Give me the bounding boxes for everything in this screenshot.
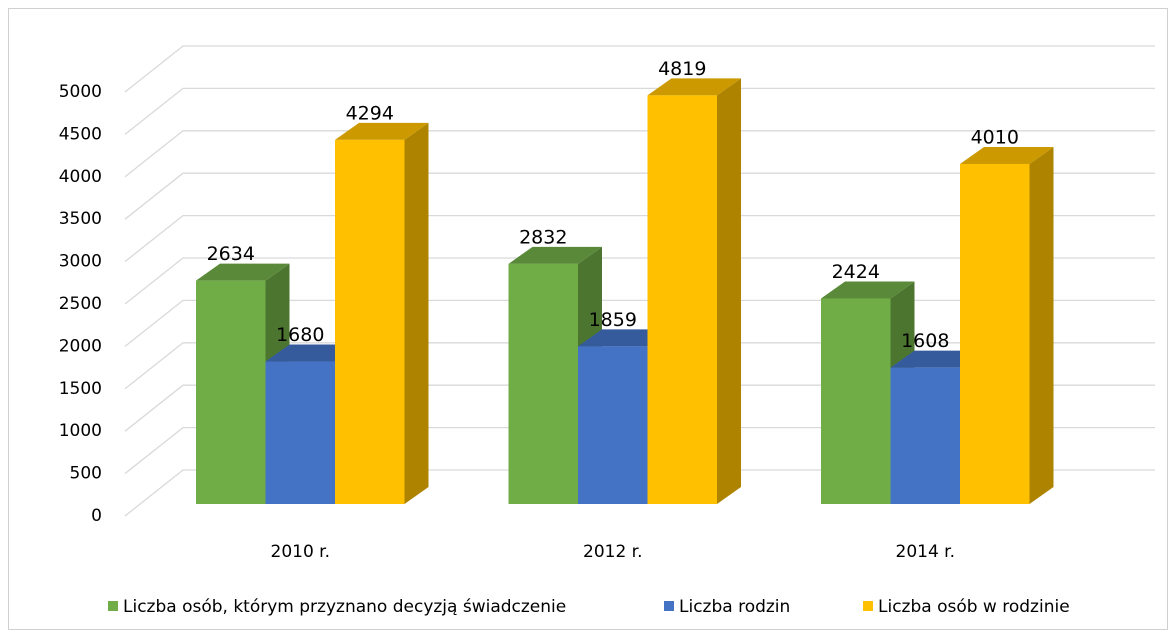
y-tick-label: 0 (91, 506, 102, 526)
bar-side (1029, 146, 1054, 504)
legend-label: Liczba rodzin (679, 597, 790, 617)
bar (890, 367, 960, 504)
bar (508, 263, 578, 504)
bar (335, 139, 405, 504)
y-tick-label: 1500 (59, 379, 102, 399)
bar (265, 361, 335, 504)
y-tick-label: 3500 (59, 209, 102, 229)
bar-top (196, 263, 290, 281)
y-tick-label: 3000 (59, 252, 102, 272)
legend-swatch (664, 601, 674, 611)
x-tick-label: 2014 r. (896, 542, 956, 562)
grid-line (124, 45, 1155, 93)
bar-top (508, 246, 602, 264)
x-tick-label: 2010 r. (271, 542, 331, 562)
y-tick-label: 500 (70, 464, 102, 484)
grid-line (124, 130, 1155, 178)
value-label: 4010 (971, 126, 1019, 148)
bar (647, 95, 717, 504)
grid-line (124, 257, 1155, 305)
grid-line (124, 214, 1155, 263)
bar-top (821, 281, 915, 299)
bar (578, 346, 648, 504)
legend-swatch (863, 601, 873, 611)
grid-line (124, 172, 1155, 220)
value-label: 1859 (589, 309, 637, 331)
bar-top (335, 122, 429, 140)
grid-line (124, 87, 1155, 135)
y-tick-label: 4000 (59, 167, 102, 187)
value-label: 1608 (901, 330, 949, 352)
bar (960, 163, 1030, 504)
y-tick-label: 4500 (59, 124, 102, 144)
bar-top (647, 78, 741, 96)
value-label: 2832 (519, 226, 567, 248)
bar-side (404, 122, 429, 504)
y-tick-label: 1000 (59, 421, 102, 441)
legend-swatch (108, 601, 118, 611)
value-label: 2424 (832, 261, 880, 283)
legend-label: Liczba osób w rodzinie (878, 597, 1070, 617)
bar-top (960, 146, 1054, 164)
value-label: 4819 (658, 58, 706, 80)
value-label: 2634 (207, 243, 255, 265)
bar (196, 280, 266, 504)
y-tick-label: 2000 (59, 336, 102, 356)
bar (821, 298, 891, 504)
value-label: 1680 (276, 324, 324, 346)
bar-side (717, 78, 741, 504)
y-tick-label: 5000 (59, 82, 102, 102)
legend-label: Liczba osób, którym przyznano decyzją św… (123, 597, 566, 617)
x-tick-label: 2012 r. (583, 542, 643, 562)
y-tick-label: 2500 (59, 294, 102, 314)
value-label: 4294 (346, 102, 394, 124)
